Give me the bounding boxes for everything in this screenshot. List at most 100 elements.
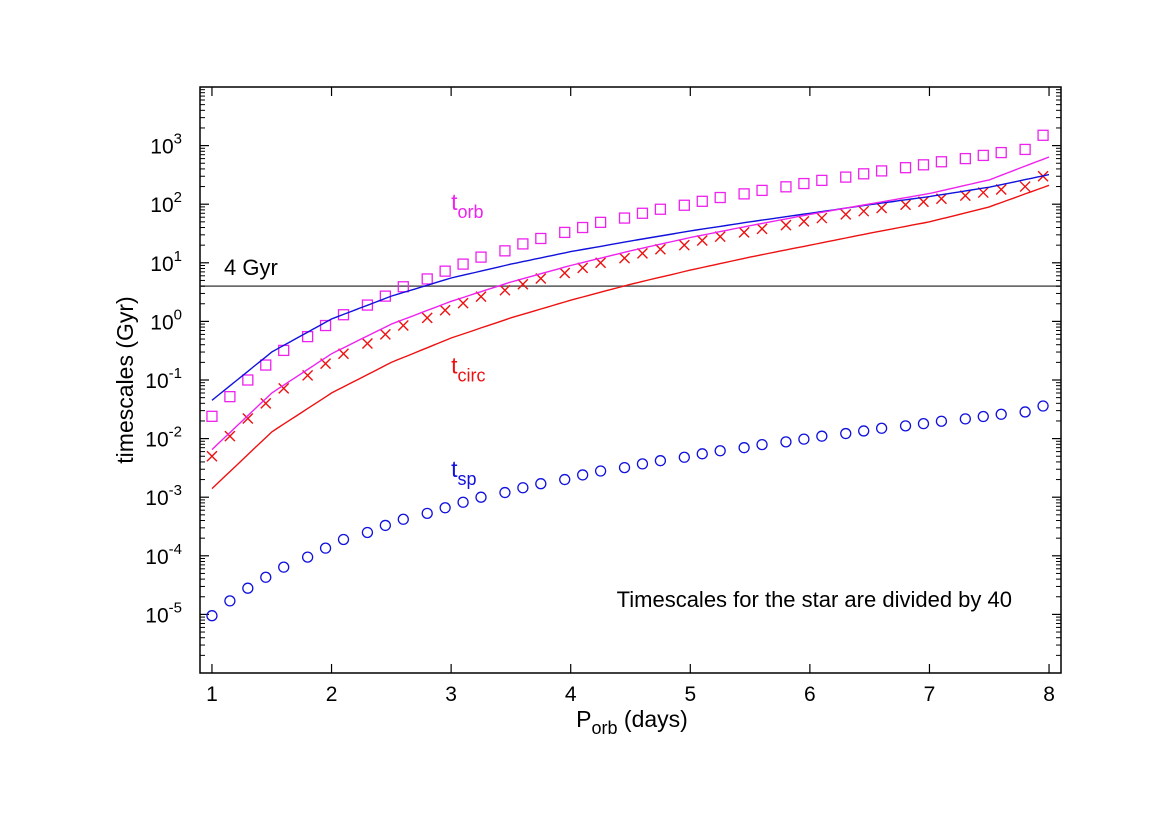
data-point-circle [379, 519, 392, 532]
data-point-square [977, 149, 989, 162]
data-point-circle [559, 473, 571, 486]
y-tick-label-exponent: 0 [174, 306, 182, 323]
data-point-cross [738, 226, 750, 238]
y-tick-label: 10-5 [145, 599, 182, 627]
y-axis-title: timescales (Gyr) [112, 296, 138, 463]
data-point-cross [1019, 181, 1031, 193]
y-tick-label-exponent: -4 [169, 541, 182, 558]
data-point-cross [816, 212, 828, 224]
data-point-square [696, 195, 708, 207]
y-tick-label-exponent: -5 [169, 599, 182, 616]
data-point-circle [780, 436, 792, 448]
data-point-square [559, 226, 571, 239]
data-point-circle [499, 486, 511, 499]
data-point-cross [858, 205, 870, 217]
data-point-circle [577, 469, 589, 481]
data-point-square [361, 299, 374, 311]
data-point-square [535, 232, 547, 245]
data-point-cross [678, 239, 690, 251]
data-point-square [618, 212, 631, 224]
y-tick-label-exponent: -3 [169, 482, 182, 499]
data-point-cross [278, 382, 290, 394]
data-point-circle [738, 442, 750, 454]
data-point-cross [338, 348, 349, 360]
data-point-square [206, 410, 218, 422]
data-point-square [798, 177, 810, 190]
data-point-cross [995, 184, 1007, 196]
series-line [211, 184, 1050, 490]
data-point-circle [714, 445, 726, 457]
x-axis-title-subscript: orb [592, 718, 618, 738]
series-label-main: t [451, 352, 458, 378]
data-point-circle [696, 448, 708, 460]
data-point-square [242, 374, 254, 386]
y-tick-label-base: 10 [145, 604, 168, 627]
data-point-cross [959, 190, 971, 202]
data-point-square [1019, 143, 1031, 156]
data-point-circle [858, 425, 870, 437]
data-point-square [224, 390, 236, 403]
data-point-square [780, 181, 792, 193]
data-point-circle [654, 455, 667, 467]
data-point-circle [636, 458, 649, 470]
data-point-square [858, 168, 870, 180]
data-point-cross [559, 267, 571, 279]
data-point-circle [995, 408, 1007, 420]
y-tick-label-exponent: 1 [174, 248, 182, 265]
data-point-cross [242, 413, 254, 425]
data-point-cross [421, 312, 433, 324]
data-point-cross [379, 328, 391, 340]
data-point-cross [397, 320, 409, 332]
data-point-circle [1037, 400, 1049, 412]
data-point-square [499, 245, 511, 257]
data-point-circle [935, 415, 948, 427]
data-point-cross [714, 231, 726, 243]
plot-frame [199, 86, 1062, 674]
x-tick-label: 5 [684, 683, 696, 706]
data-point-circle [517, 482, 529, 494]
data-point-circle [397, 513, 409, 525]
series-label-subscript: orb [458, 202, 484, 222]
y-tick-label: 102 [150, 189, 182, 217]
data-point-circle [756, 438, 768, 451]
data-point-circle [959, 413, 971, 425]
data-point-square [840, 171, 852, 183]
data-point-square [475, 251, 487, 263]
data-point-square [959, 152, 971, 165]
series-label: torb [451, 189, 483, 222]
y-tick-label: 10-1 [145, 365, 182, 393]
x-tick-label: 2 [326, 683, 338, 706]
data-point-circle [678, 451, 690, 463]
data-point-square [678, 199, 690, 211]
x-tick-label: 1 [206, 683, 218, 706]
data-point-circle [301, 551, 314, 563]
data-point-square [714, 191, 726, 204]
x-tick-label: 8 [1043, 683, 1055, 706]
data-point-circle [224, 595, 236, 607]
series-label-subscript: sp [458, 469, 477, 489]
data-point-circle [535, 478, 547, 490]
data-point-cross [780, 219, 792, 231]
y-tick-label-base: 10 [150, 194, 173, 217]
data-point-circle [361, 526, 374, 539]
y-tick-label-exponent: -1 [169, 365, 182, 382]
data-point-square [517, 238, 529, 250]
data-point-cross [636, 247, 648, 259]
data-point-square [875, 165, 888, 177]
data-point-cross [206, 450, 218, 462]
data-point-cross [798, 215, 810, 227]
data-point-cross [457, 297, 469, 309]
data-point-square [301, 330, 314, 343]
series-line [211, 156, 1050, 451]
y-tick-label-base: 10 [145, 546, 168, 569]
x-tick-label: 7 [924, 683, 936, 706]
y-tick-label-exponent: 2 [174, 189, 182, 206]
y-tick-label: 101 [150, 248, 182, 276]
x-tick-label: 4 [565, 683, 577, 706]
data-point-square [636, 207, 649, 219]
data-point-cross [517, 278, 529, 290]
data-point-circle [840, 427, 852, 440]
series-layer [206, 129, 1050, 622]
